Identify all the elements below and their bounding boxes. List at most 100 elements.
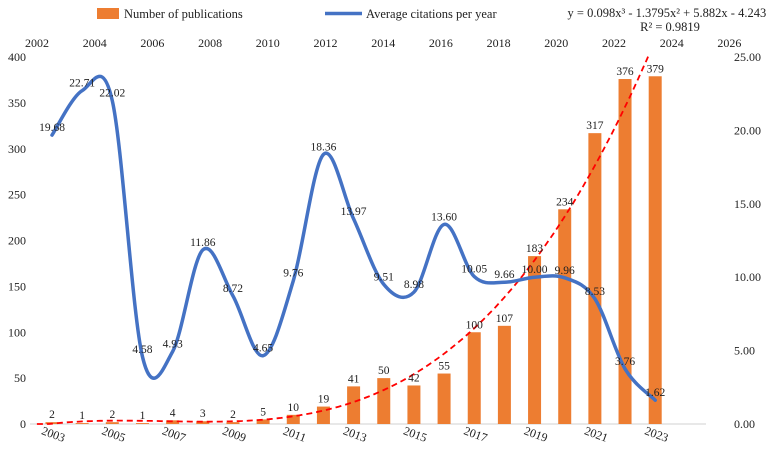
publication-value-label: 2 [49,409,55,421]
right-tick-label: 0.00 [734,417,755,431]
top-tick-label: 2016 [429,36,453,50]
citation-value-label: 1.62 [645,387,665,399]
top-tick-label: 2024 [660,36,684,50]
bottom-tick-label: 2009 [221,424,248,445]
publication-value-label: 100 [466,319,484,331]
left-tick-label: 400 [8,50,26,64]
bottom-tick-label: 2011 [281,424,308,445]
citation-line [50,74,657,402]
publication-value-label: 3 [200,408,206,420]
line-data-labels: 19.68 22.71 22.02 4.58 4.93 11.86 8.72 4.65 9.76… [39,78,665,400]
top-tick-label: 2012 [314,36,338,50]
legend-line-label: Average citations per year [366,7,497,21]
publication-bar [135,423,149,424]
right-tick-label: 25.00 [734,50,761,64]
trendline-r-squared: R² = 0.9819 [640,20,700,34]
publication-value-label: 107 [496,313,514,325]
bottom-tick-label: 2017 [462,424,489,445]
publication-value-label: 1 [140,410,146,422]
citation-value-label: 8.72 [223,283,243,295]
top-tick-label: 2008 [198,36,222,50]
left-axis: 0 50 100 150 200 250 300 350 400 [8,50,26,431]
right-tick-label: 10.00 [734,270,761,284]
top-tick-label: 2022 [602,36,626,50]
bar-series [45,76,662,425]
publication-bar [558,209,572,424]
publication-value-label: 50 [378,365,390,377]
citation-value-label: 4.58 [132,344,152,356]
publication-bar [196,421,210,424]
publication-bar [226,422,240,424]
publication-bar [407,385,421,424]
publication-value-label: 55 [438,361,450,373]
publication-value-label: 2 [109,409,115,421]
publication-bar [105,422,119,424]
citation-value-label: 22.71 [69,78,95,90]
publication-value-label: 317 [586,120,604,132]
citation-value-label: 11.86 [190,237,216,249]
citation-value-label: 10.00 [522,264,548,276]
publication-value-label: 183 [526,243,544,255]
citation-value-label: 3.76 [615,356,635,368]
trendline-series [36,53,651,425]
left-tick-label: 350 [8,96,26,110]
citation-value-label: 8.53 [585,286,605,298]
publication-bar [75,423,89,424]
top-tick-label: 2002 [25,36,49,50]
citation-value-label: 10.05 [461,263,487,275]
publication-bar [256,419,270,424]
top-tick-label: 2010 [256,36,280,50]
top-axis: 2002 2004 2006 2008 2010 2012 2014 2016 2018 2020… [25,36,741,50]
citation-value-label: 4.93 [163,339,183,351]
citation-value-label: 9.51 [374,271,394,283]
publication-value-label: 42 [408,372,420,384]
top-tick-label: 2020 [544,36,568,50]
publication-bar [497,325,511,424]
publication-value-label: 234 [556,196,574,208]
left-tick-label: 250 [8,188,26,202]
bottom-axis: 2003 2005 2007 2009 2011 2013 2015 2017 2019 2021… [40,424,671,445]
legend-bar-swatch [97,8,119,19]
right-tick-label: 5.00 [734,344,755,358]
publication-bar [437,373,451,424]
publication-value-label: 1 [79,410,85,422]
left-tick-label: 150 [8,279,26,293]
left-tick-label: 200 [8,234,26,248]
top-tick-label: 2004 [83,36,107,50]
top-tick-label: 2014 [371,36,395,50]
left-tick-label: 100 [8,325,26,339]
publication-value-label: 19 [318,394,330,406]
right-tick-label: 20.00 [734,123,761,137]
publication-bar [618,79,632,425]
left-tick-label: 300 [8,142,26,156]
citation-value-label: 9.76 [283,268,303,280]
legend-bar-label: Number of publications [124,7,243,21]
publication-value-label: 5 [260,406,266,418]
citation-value-label: 18.36 [311,141,337,153]
top-tick-label: 2006 [140,36,164,50]
top-tick-label: 2026 [717,36,741,50]
right-axis: 0.00 5.00 10.00 15.00 20.00 25.00 [734,50,761,431]
citation-value-label: 8.98 [404,279,424,291]
publication-value-label: 376 [616,66,634,78]
left-tick-label: 0 [20,417,26,431]
publication-bar [528,256,542,424]
publication-bar [467,332,481,424]
citation-value-label: 19.68 [39,122,65,134]
bottom-tick-label: 2021 [583,424,610,445]
bar-data-labels: 2 1 2 1 4 3 2 5 10 19 41 50 42 55 100 107 183 234 317 376 37… [49,63,664,422]
bottom-tick-label: 2015 [402,424,429,445]
bottom-tick-label: 2007 [160,424,187,445]
left-tick-label: 50 [14,371,26,385]
publication-value-label: 41 [348,373,360,385]
publication-value-label: 379 [647,63,665,75]
citation-value-label: 4.65 [253,343,273,355]
top-tick-label: 2018 [487,36,511,50]
right-tick-label: 15.00 [734,197,761,211]
citation-value-label: 13.97 [341,206,367,218]
citation-value-label: 9.66 [494,269,514,281]
bottom-tick-label: 2023 [643,424,670,445]
bottom-tick-label: 2003 [40,424,67,445]
publication-bar [347,386,361,424]
